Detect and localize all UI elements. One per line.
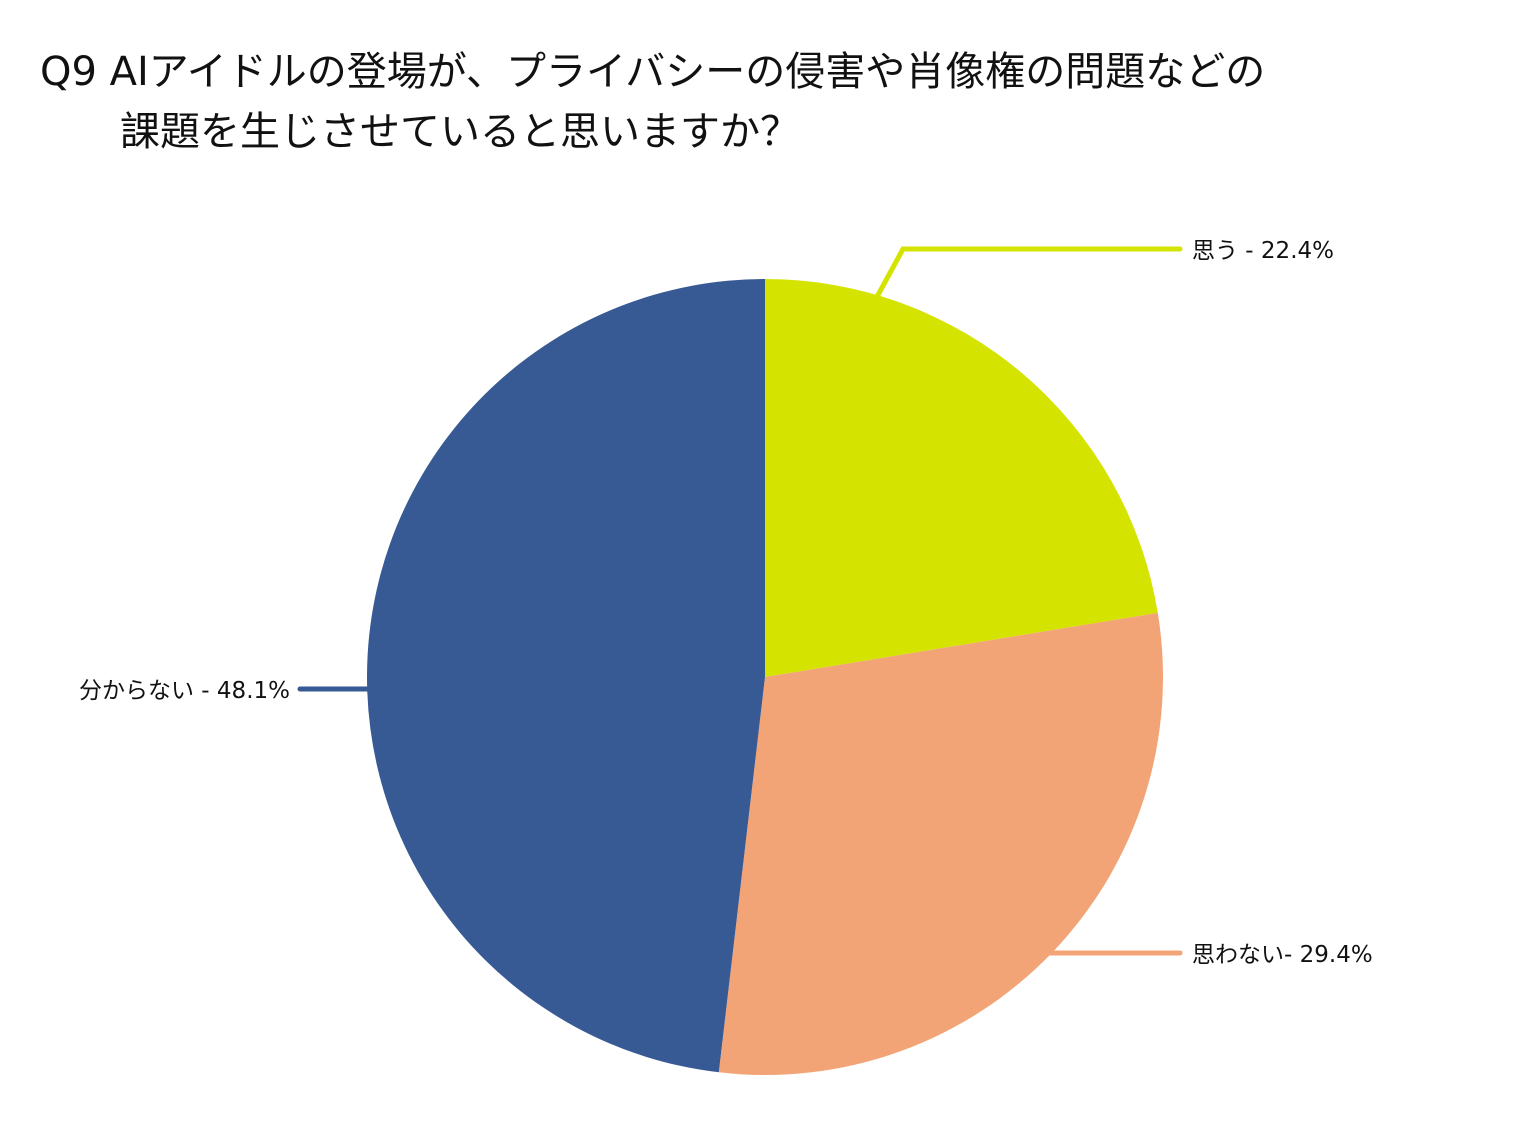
data-label-2: 思わない- 29.4% [1192, 942, 1373, 968]
data-label-3: 分からない - 48.1% [79, 678, 290, 704]
chart-title-line-1: Q9 AIアイドルの登場が、プライバシーの侵害や肖像権の問題などの [40, 49, 1266, 95]
pie-slice-1 [765, 279, 1158, 677]
chart-title-line-2: 課題を生じさせていると思いますか？ [120, 109, 800, 155]
data-label-1: 思う - 22.4% [1192, 238, 1334, 264]
pie-slice-3 [367, 279, 765, 1073]
pie-slice-2 [718, 612, 1164, 1075]
leader-line-1 [875, 246, 1183, 298]
chart-title: Q9 AIアイドルの登場が、プライバシーの侵害や肖像権の問題などの 課題を生じさ… [40, 42, 1265, 162]
